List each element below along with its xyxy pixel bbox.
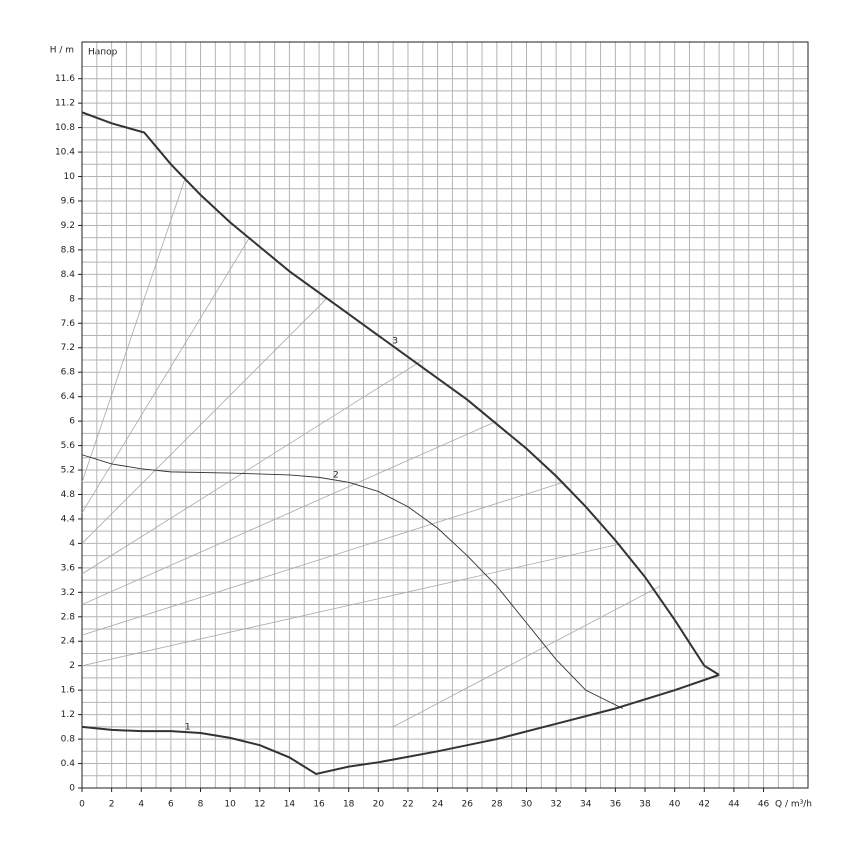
system-line [81,237,250,514]
y-tick-label: 8.4 [61,270,76,280]
x-tick-label: 26 [461,800,473,810]
curve-label: 1 [185,723,191,733]
x-tick-label: 42 [699,800,710,810]
curve [81,111,720,676]
system-line [81,543,623,667]
system-line [81,176,187,483]
x-tick-label: 2 [109,800,115,810]
chart-subtitle: Напор [88,48,118,58]
plot-frame [81,41,809,789]
y-tick-label: 11.2 [55,99,75,109]
y-tick-label: 8 [69,294,75,304]
y-axis-label: H / m [50,46,74,56]
y-tick-label: 9.6 [61,196,76,206]
x-tick-label: 46 [758,800,770,810]
x-tick-label: 24 [432,800,444,810]
system-line [81,359,423,575]
y-tick-label: 0 [69,784,75,794]
system-line [82,585,661,728]
curve [81,454,623,709]
curve-label: 2 [333,470,339,480]
system-line [81,298,327,544]
y-tick-label: 10 [64,172,76,182]
y-tick-label: 1.6 [61,686,76,696]
y-tick-label: 0.8 [61,735,76,745]
x-tick-label: 40 [669,800,681,810]
y-tick-label: 8.8 [61,245,76,255]
y-tick-label: 6.4 [61,392,76,402]
x-tick-label: 44 [728,800,740,810]
y-tick-label: 3.6 [61,563,76,573]
x-tick-label: 38 [639,800,651,810]
y-tick-label: 7.6 [61,319,76,329]
x-tick-label: 6 [168,800,174,810]
x-tick-label: 8 [198,800,204,810]
y-tick-label: 2.4 [61,637,76,647]
x-tick-label: 34 [580,800,592,810]
x-tick-label: 16 [313,800,325,810]
y-tick-label: 4.4 [61,514,76,524]
y-tick-label: 2.8 [61,612,76,622]
x-tick-label: 32 [550,800,561,810]
y-tick-label: 2 [69,661,75,671]
x-tick-label: 20 [373,800,385,810]
y-tick-label: 9.2 [61,221,75,231]
x-axis-label: Q / m³/h [775,800,812,810]
x-tick-label: 14 [284,800,296,810]
y-tick-label: 4 [69,539,75,549]
y-tick-label: 7.2 [61,343,75,353]
system-line [81,420,498,605]
x-tick-label: 22 [402,800,413,810]
system-line [81,481,564,636]
y-tick-label: 0.4 [61,759,76,769]
y-tick-label: 4.8 [61,490,76,500]
y-tick-label: 1.2 [61,710,75,720]
y-tick-label: 6.8 [61,368,76,378]
y-tick-label: 5.6 [61,441,76,451]
x-tick-label: 4 [138,800,144,810]
y-tick-label: 11.6 [55,74,75,84]
x-tick-label: 0 [79,800,85,810]
x-tick-label: 18 [343,800,355,810]
x-tick-label: 36 [610,800,622,810]
y-tick-label: 3.2 [61,588,75,598]
x-tick-label: 10 [224,800,236,810]
y-tick-label: 6 [69,417,75,427]
x-tick-label: 28 [491,800,503,810]
y-tick-label: 5.2 [61,466,75,476]
y-tick-label: 10.4 [55,148,75,158]
y-tick-label: 10.8 [55,123,75,133]
curve [81,673,720,776]
x-tick-label: 30 [521,800,533,810]
curve-label: 3 [392,337,398,347]
x-tick-label: 12 [254,800,265,810]
